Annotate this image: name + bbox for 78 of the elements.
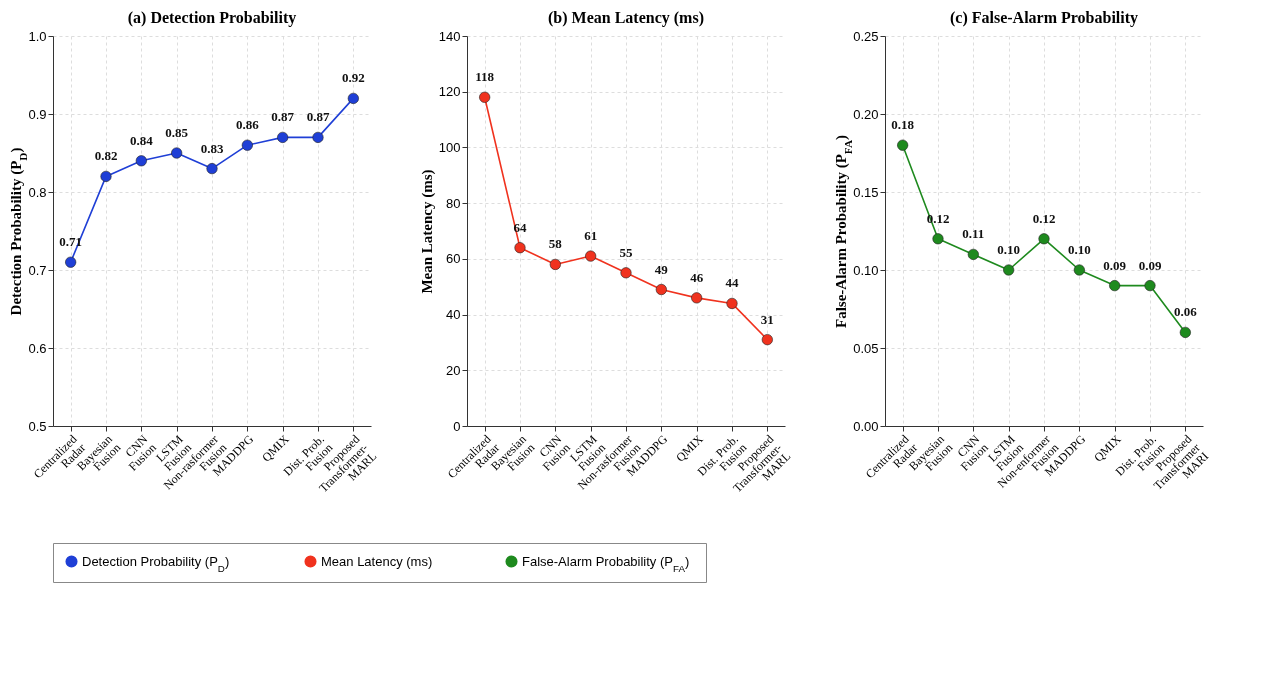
data-label: 58 [548,236,563,252]
data-label: 46 [690,269,704,285]
data-label: 0.87 [271,109,295,125]
point [347,92,359,104]
point [1109,280,1121,292]
chart-title: (c) False-Alarm Probability [949,9,1139,27]
point [65,256,77,268]
data-label: 0.84 [129,132,154,148]
point [726,297,738,309]
point [897,139,909,151]
y-tick-label: 0.7 [28,262,47,278]
y-tick-label: 40 [446,307,461,323]
y-tick-label: 140 [438,28,461,44]
point [1003,264,1015,276]
point [135,155,147,167]
point [967,248,979,260]
y-tick-label: 0.10 [853,262,879,278]
data-label: 0.11 [962,226,985,242]
y-tick-label: 0.6 [28,340,47,356]
point [620,267,632,279]
y-tick-label: 120 [438,84,461,100]
point [1073,264,1085,276]
data-label: 0.87 [306,109,330,125]
y-axis-title: Mean Latency (ms) [418,169,436,294]
point [277,131,289,143]
y-tick-label: 0.5 [28,418,47,434]
y-tick-label: 0.9 [28,106,47,122]
data-label: 0.82 [94,148,118,164]
data-label: 0.85 [165,125,189,140]
point [585,250,597,262]
y-tick-label: 0.00 [853,418,879,434]
point [100,170,112,182]
data-label: 0.86 [235,117,260,133]
legend-label: Mean Latency (ms) [321,553,433,569]
data-label: 49 [654,261,669,277]
point [241,139,253,151]
legend-label: Detection Probability (P$_{D}$) [82,553,230,574]
y-tick-label: 0 [453,418,461,434]
data-label: 61 [584,228,598,244]
y-tick-label: 80 [446,195,461,211]
y-tick-label: 0.20 [853,106,879,122]
y-tick-label: 20 [446,362,461,378]
y-tick-label: 0.8 [28,184,47,200]
point [1038,233,1050,245]
data-label: 0.92 [341,70,365,86]
data-label: 44 [725,275,739,291]
point [761,334,773,346]
data-label: 0.06 [1173,304,1198,320]
point [206,163,218,175]
data-label: 0.12 [1032,210,1056,226]
y-tick-label: 0.05 [853,340,879,356]
data-label: 0.10 [1067,242,1091,257]
chart-title: (a) Detection Probability [127,9,297,27]
data-label: 0.18 [891,117,915,133]
y-tick-label: 60 [446,251,461,267]
y-tick-label: 0.15 [853,184,879,200]
point [514,242,526,254]
point [1144,280,1156,292]
y-tick-label: 1.0 [28,28,47,44]
point [479,91,491,103]
data-label: 118 [475,69,495,85]
data-label: 55 [619,244,633,260]
y-tick-label: 0.25 [853,28,879,44]
legend-label: False-Alarm Probability (P$_{FA}$) [522,553,690,574]
point [1179,326,1191,338]
point [655,283,667,296]
data-label: 0.09 [1138,257,1162,273]
point [549,258,561,270]
point [171,147,183,159]
point [932,233,944,245]
y-tick-label: 100 [438,139,461,155]
data-label: 0.83 [200,140,224,156]
point [312,131,324,143]
point [691,292,703,304]
data-label: 0.10 [997,242,1021,257]
chart-title: (b) Mean Latency (ms) [548,9,704,27]
data-label: 0.09 [1103,257,1127,273]
data-label: 31 [760,311,774,327]
